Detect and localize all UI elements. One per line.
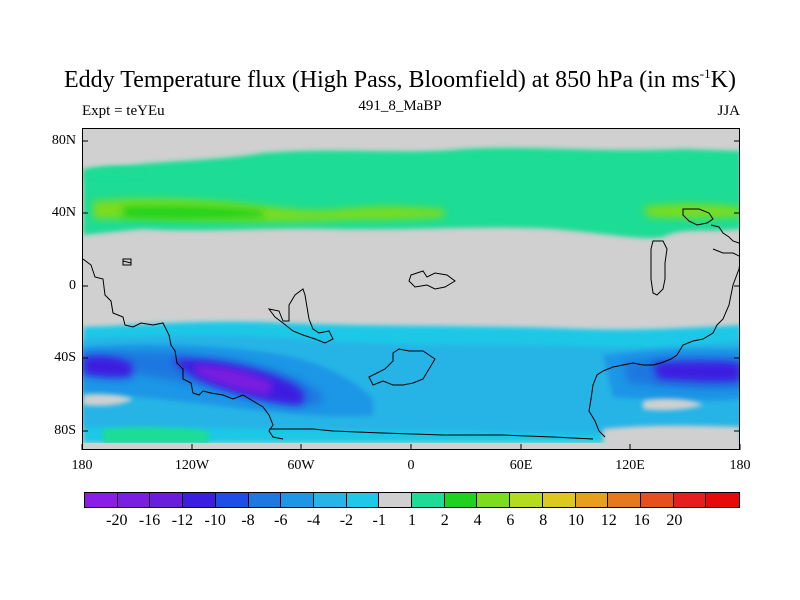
colorbar-box — [477, 493, 511, 507]
colorbar-label: 4 — [473, 512, 482, 529]
x-tick-180e: 180 — [729, 458, 751, 473]
subtitle-left: Expt = teYEu — [82, 103, 165, 119]
title-superscript: -1 — [699, 66, 711, 81]
x-tick-60e: 60E — [509, 458, 533, 473]
colorbar-label: 1 — [408, 512, 416, 529]
coast-americas — [83, 258, 284, 440]
colorbar-label: -6 — [274, 512, 288, 529]
colorbar-box — [346, 493, 380, 507]
sh-core-west — [83, 356, 133, 378]
colorbar-box — [85, 493, 118, 507]
coast-small-1 — [122, 260, 132, 264]
chart-title: Eddy Temperature flux (High Pass, Bloomf… — [0, 66, 800, 94]
colorbar-label: 16 — [633, 512, 650, 529]
colorbar-label: -16 — [138, 512, 161, 529]
nh-arctic-patch — [83, 166, 143, 179]
colorbar-label: 6 — [506, 512, 515, 529]
sh-grey-patch-west — [83, 394, 133, 406]
map-panel — [82, 128, 740, 450]
colorbar-label: -20 — [106, 512, 128, 529]
antarctic-strip — [83, 443, 739, 449]
colorbar-box — [673, 493, 707, 507]
colorbar-box — [706, 493, 740, 507]
y-tick-80n: 80N — [51, 133, 76, 148]
colorbar-label: -12 — [171, 512, 194, 529]
x-tick-0: 0 — [407, 458, 415, 473]
nh-band-inner-east — [643, 204, 739, 219]
colorbar-box — [281, 493, 314, 507]
colorbar-box — [379, 493, 413, 507]
nh-band-inner-green — [123, 206, 263, 219]
colorbar-box — [215, 493, 249, 507]
colorbar-label: -2 — [339, 512, 354, 529]
coast-australia — [588, 248, 739, 438]
colorbar-label: -4 — [306, 512, 321, 529]
title-main: Eddy Temperature flux (High Pass, Bloomf… — [64, 67, 700, 93]
coast-arabia — [408, 270, 456, 290]
colorbar-label: 20 — [666, 512, 683, 529]
colorbar-label: 12 — [600, 512, 617, 529]
colorbar-box — [313, 493, 347, 507]
sh-core-east — [653, 361, 739, 382]
colorbar-box — [444, 493, 478, 507]
coast-east-asia — [682, 208, 714, 226]
sh-core-max — [193, 365, 273, 395]
colorbar-box — [117, 493, 151, 507]
coast-indonesia — [650, 240, 668, 296]
y-tick-0: 0 — [69, 278, 76, 293]
colorbar-box — [640, 493, 674, 507]
colorbar-box — [150, 493, 184, 507]
sh-grey-patch-east — [643, 398, 703, 411]
colorbar-box — [608, 493, 641, 507]
coast-asia-se — [368, 348, 436, 386]
y-tick-40s: 40S — [54, 350, 76, 365]
colorbar-box — [248, 493, 282, 507]
nh-band-outer — [83, 147, 739, 239]
subtitle-right: JJA — [717, 103, 740, 119]
colorbar-box — [510, 493, 543, 507]
coast-japan — [710, 224, 739, 245]
colorbar — [84, 492, 740, 508]
x-tick-180w: 180 — [71, 458, 93, 473]
map-field — [83, 129, 739, 449]
coastlines — [83, 208, 739, 440]
y-tick-80s: 80S — [54, 423, 76, 438]
colorbar-label: -10 — [204, 512, 226, 529]
colorbar-label: 10 — [568, 512, 584, 529]
sh-light-patch-sw — [103, 427, 209, 443]
colorbar-label: 8 — [539, 512, 548, 529]
colorbar-box — [412, 493, 445, 507]
colorbar-label: -1 — [372, 512, 386, 529]
colorbar-label: 2 — [440, 512, 449, 529]
x-tick-120e: 120E — [615, 458, 645, 473]
subtitle-center: 491_8_MaBP — [358, 98, 442, 114]
coast-africa — [267, 288, 334, 344]
x-tick-120w: 120W — [174, 458, 210, 473]
colorbar-box — [575, 493, 609, 507]
x-tick-60w: 60W — [287, 458, 315, 473]
colorbar-label: -8 — [241, 512, 255, 529]
title-suffix: K) — [710, 67, 736, 93]
coast-greenland — [122, 258, 132, 266]
coast-antarctica — [269, 428, 594, 440]
y-tick-40n: 40N — [51, 205, 76, 220]
colorbar-box — [542, 493, 576, 507]
colorbar-box — [183, 493, 216, 507]
